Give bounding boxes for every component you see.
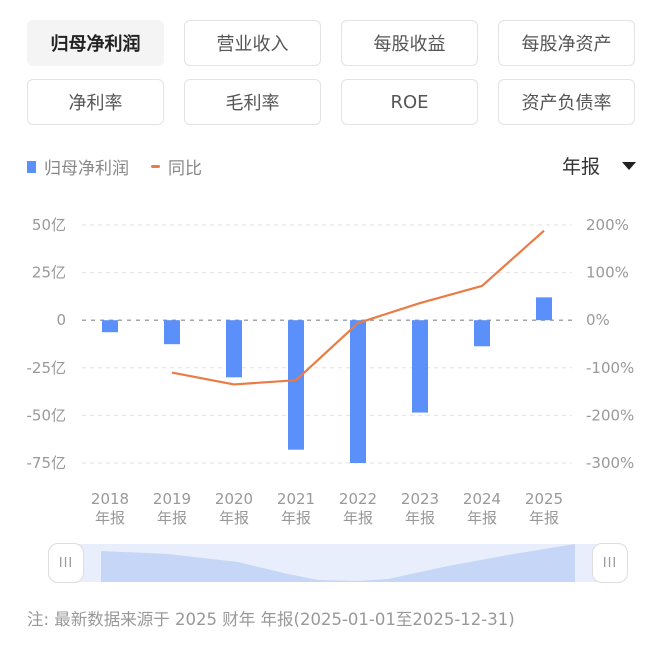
svg-text:-200%: -200%	[586, 406, 634, 424]
tab-gross-margin[interactable]: 毛利率	[184, 79, 321, 125]
svg-text:年报: 年报	[157, 509, 187, 527]
tab-bvps[interactable]: 每股净资产	[498, 20, 635, 66]
data-source-note: 注: 最新数据来源于 2025 财年 年报(2025-01-01至2025-12…	[27, 610, 515, 629]
svg-text:2024: 2024	[463, 490, 501, 508]
svg-text:年报: 年报	[467, 509, 497, 527]
tab-net-profit[interactable]: 归母净利润	[27, 20, 164, 66]
svg-text:年报: 年报	[529, 509, 559, 527]
svg-text:2022: 2022	[339, 490, 377, 508]
left-axis-labels: 50亿 25亿 0 -25亿 -50亿 -75亿	[27, 216, 67, 472]
svg-text:年报: 年报	[281, 509, 311, 527]
bar-series	[102, 297, 552, 463]
svg-text:100%: 100%	[586, 264, 629, 282]
tab-debt-ratio[interactable]: 资产负债率	[498, 79, 635, 125]
svg-text:2025: 2025	[525, 490, 563, 508]
period-value: 年报	[561, 156, 600, 178]
grid-lines	[82, 224, 572, 464]
bar-legend-swatch-icon	[27, 160, 36, 173]
svg-text:年报: 年报	[343, 509, 373, 527]
svg-text:年报: 年报	[95, 509, 125, 527]
chart-legend: 归母净利润 同比	[27, 154, 202, 179]
tab-eps[interactable]: 每股收益	[341, 20, 478, 66]
svg-text:-25亿: -25亿	[27, 359, 67, 377]
bar-2023[interactable]	[412, 320, 428, 413]
svg-text:年报: 年报	[219, 509, 249, 527]
legend-bar-label[interactable]: 归母净利润	[44, 159, 129, 179]
slider-preview	[48, 544, 628, 582]
svg-text:50亿: 50亿	[32, 216, 66, 234]
bar-2020[interactable]	[226, 320, 242, 378]
svg-text:2019: 2019	[153, 490, 191, 508]
yoy-line	[171, 229, 545, 386]
tab-roe[interactable]: ROE	[341, 79, 478, 125]
bar-2021[interactable]	[288, 320, 304, 450]
right-axis-labels: 200% 100% 0% -100% -200% -300%	[586, 216, 634, 472]
tab-revenue[interactable]: 营业收入	[184, 20, 321, 66]
metric-tabs: 归母净利润 营业收入 每股收益 每股净资产 净利率 毛利率 ROE 资产负债率	[27, 20, 635, 125]
svg-text:0: 0	[56, 311, 66, 329]
line-legend-swatch-icon	[151, 165, 160, 168]
svg-text:-75亿: -75亿	[27, 454, 67, 472]
bar-2025[interactable]	[536, 297, 552, 321]
svg-text:25亿: 25亿	[32, 264, 66, 282]
tab-net-margin[interactable]: 净利率	[27, 79, 164, 125]
bar-2022[interactable]	[350, 320, 366, 463]
svg-text:2021: 2021	[277, 490, 315, 508]
svg-text:-300%: -300%	[586, 454, 634, 472]
bar-2018[interactable]	[102, 320, 118, 333]
svg-text:2018: 2018	[91, 490, 129, 508]
svg-text:-50亿: -50亿	[27, 406, 67, 424]
bar-2019[interactable]	[164, 320, 180, 345]
legend-line-label[interactable]: 同比	[168, 159, 202, 179]
svg-text:-100%: -100%	[586, 359, 634, 377]
svg-text:200%: 200%	[586, 216, 629, 234]
x-axis-labels: 2018年报2019年报2020年报2021年报2022年报2023年报2024…	[91, 490, 563, 527]
svg-text:年报: 年报	[405, 509, 435, 527]
slider-left-handle[interactable]: III	[48, 543, 84, 583]
bar-2024[interactable]	[474, 320, 490, 347]
svg-text:0%: 0%	[586, 311, 610, 329]
slider-right-handle[interactable]: III	[592, 543, 628, 583]
range-slider[interactable]: III III	[48, 543, 628, 583]
svg-text:2023: 2023	[401, 490, 439, 508]
caret-down-icon	[622, 161, 636, 170]
net-profit-chart: 50亿 25亿 0 -25亿 -50亿 -75亿 200% 100% 0% -100% -200%…	[27, 216, 635, 527]
svg-text:2020: 2020	[215, 490, 253, 508]
period-dropdown[interactable]: 年报	[562, 152, 636, 179]
